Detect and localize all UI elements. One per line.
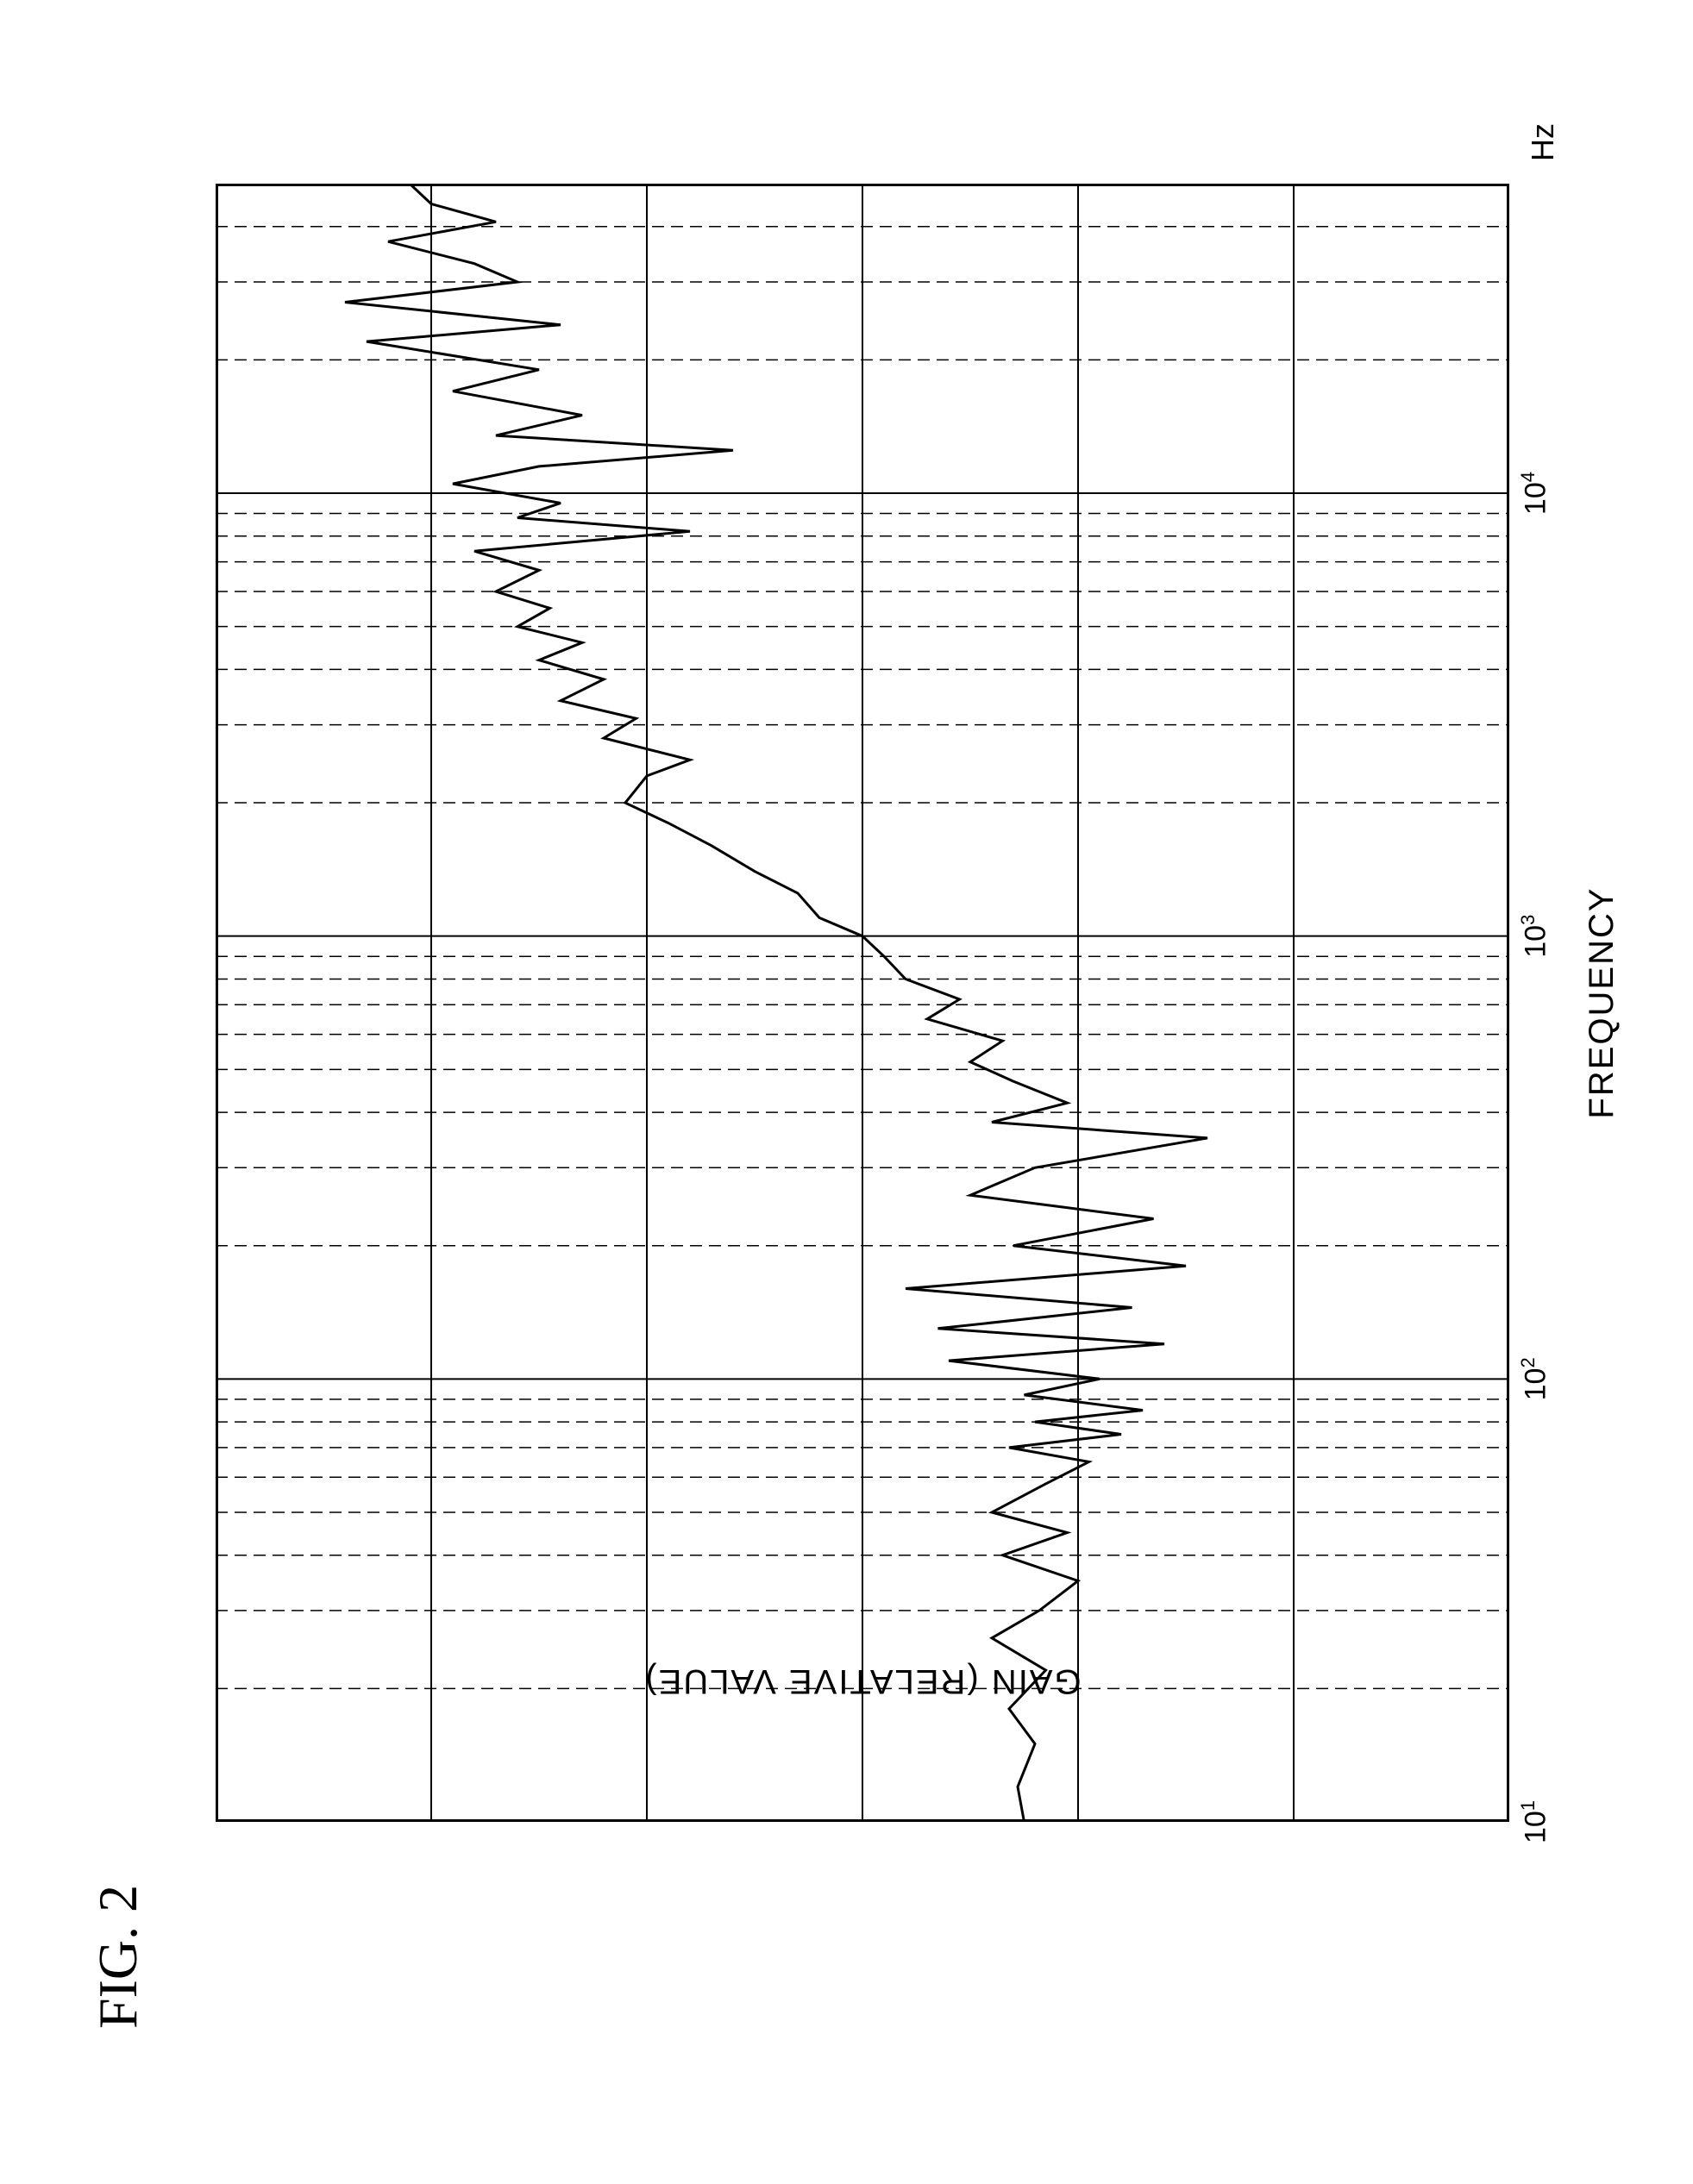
- x-tick: 103: [1517, 915, 1552, 958]
- x-tick: 104: [1517, 472, 1552, 515]
- x-tick: 102: [1517, 1357, 1552, 1400]
- x-axis-label: FREQUENCY: [1583, 886, 1621, 1118]
- x-axis-unit: Hz: [1525, 123, 1561, 161]
- x-tick: 101: [1517, 1800, 1552, 1843]
- plot-border: [216, 184, 1509, 1822]
- chart: GAIN (RELATIVE VALUE) FREQUENCY Hz 10110…: [216, 184, 1509, 1822]
- figure-label: FIG. 2: [86, 1885, 150, 2029]
